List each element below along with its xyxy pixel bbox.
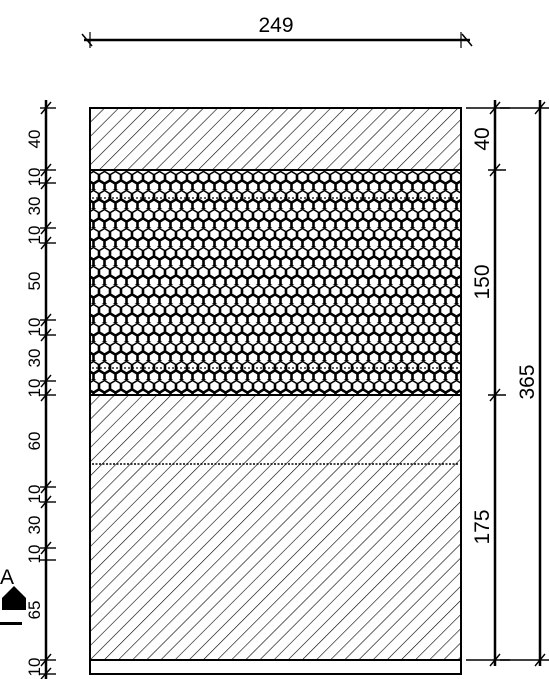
right-inner-dim-label: 175	[471, 509, 494, 544]
hexagon-insulation-layer	[89, 169, 462, 396]
left-dim-label: 10	[25, 485, 44, 504]
left-dim-label: 60	[25, 432, 44, 451]
left-dim-label: 30	[25, 197, 44, 216]
section-marker-label: A	[0, 566, 14, 589]
base-strip	[89, 659, 462, 675]
section-marker: A	[0, 566, 26, 625]
top-dimension-line: 249	[81, 14, 473, 48]
left-dim-label: 10	[25, 226, 44, 245]
section-arrow-icon	[2, 586, 26, 610]
right-inner-dimension: 40 150 175	[466, 100, 510, 667]
left-dim-label: 65	[25, 601, 44, 620]
layer-stack	[89, 107, 462, 675]
left-dim-label: 40	[25, 130, 44, 149]
left-dim-label: 10	[25, 379, 44, 398]
left-dim-label: 10	[25, 318, 44, 337]
top-hatched-layer	[89, 107, 462, 171]
section-line	[0, 622, 22, 625]
top-dimension-label: 249	[258, 14, 293, 37]
right-inner-dim-label: 150	[471, 264, 494, 299]
left-dim-label: 10	[25, 168, 44, 187]
left-dim-label: 30	[25, 516, 44, 535]
left-dim-label: 10	[25, 658, 44, 677]
left-dim-label: 30	[25, 349, 44, 368]
right-total-dimension: 365	[500, 100, 549, 667]
left-dim-label: 10	[25, 545, 44, 564]
left-dim-label: 50	[25, 272, 44, 291]
right-inner-dim-label: 40	[471, 127, 494, 150]
left-dimension-chain: 40 10 30 10 50 10 30 10 60 10 30 10 65 1…	[25, 100, 56, 679]
right-total-dim-label: 365	[516, 364, 539, 399]
bottom-hatched-layer	[89, 394, 462, 661]
